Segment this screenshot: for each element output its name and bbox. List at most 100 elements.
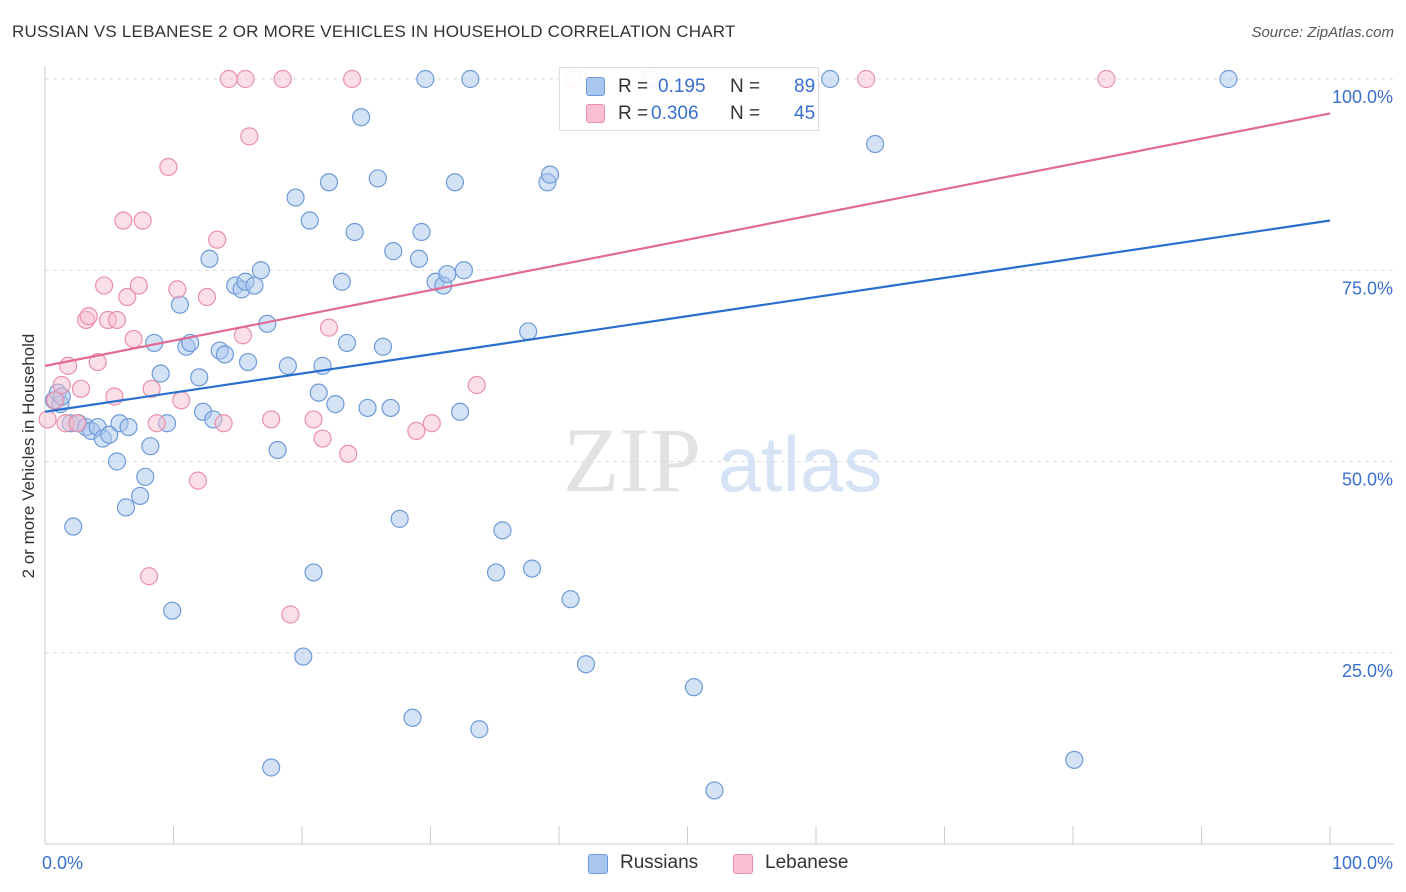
lebanese-point [71, 379, 91, 398]
lebanese-point [107, 310, 127, 330]
russians-point [1219, 69, 1238, 89]
x-tick-label: 0.0% [42, 853, 83, 873]
legend-n-label: N = [730, 76, 761, 97]
russians-point [540, 165, 560, 184]
russians-point [294, 647, 313, 666]
russians-point [278, 356, 297, 375]
russians-point [352, 108, 371, 127]
russians-point [119, 417, 138, 437]
russians-point [136, 467, 155, 486]
russians-swatch [586, 77, 605, 96]
lebanese-point [407, 421, 426, 440]
lebanese-point [214, 414, 233, 433]
lebanese-point [319, 318, 339, 337]
lebanese-point [281, 605, 300, 624]
russians-label: Russians [620, 852, 699, 873]
russians-point [332, 272, 351, 291]
y-axis-label: 2 or more Vehicles in Household [19, 334, 38, 579]
russians-point [151, 364, 170, 383]
russians-point [381, 398, 400, 418]
russians-point [403, 708, 422, 727]
chart-title: RUSSIAN VS LEBANESE 2 OR MORE VEHICLES I… [12, 22, 736, 41]
legend-r-label: R = [618, 103, 649, 124]
legend: R = 0.195 N = 89 R = 0.306 N = 45 [559, 67, 819, 131]
russians-point [493, 521, 512, 540]
russians-point [384, 242, 403, 261]
russians-point [519, 322, 538, 341]
russians-point [416, 69, 435, 89]
lebanese-point [313, 429, 332, 448]
tick-labels: 25.0% 50.0% 75.0% 100.0% 0.0% 100.0% [42, 87, 1393, 873]
lebanese-point [273, 69, 292, 89]
russians-point [866, 134, 885, 154]
legend-r-value: 0.306 [651, 103, 699, 124]
watermark-zip: ZIP [563, 409, 701, 511]
lebanese-point [79, 307, 98, 326]
russians-point [1065, 750, 1084, 769]
legend-r-value: 0.195 [658, 76, 706, 97]
russians-point [141, 437, 160, 456]
russians-point [107, 452, 127, 471]
russians-point [454, 261, 474, 280]
lebanese-point [240, 127, 259, 146]
lebanese-swatch [586, 104, 605, 123]
lebanese-point [343, 69, 362, 89]
russians-point [412, 222, 431, 242]
russians-point [445, 173, 465, 192]
russians-point [345, 222, 364, 242]
y-tick-label: 100.0% [1332, 87, 1393, 107]
lebanese-point [133, 211, 152, 230]
russians-point [268, 440, 287, 460]
lebanese-point [857, 69, 876, 89]
russians-point [373, 337, 393, 356]
russians-point [390, 509, 409, 528]
russians-point [576, 655, 596, 674]
russians-point [304, 563, 323, 582]
lebanese-point [168, 280, 187, 299]
russians-point [337, 333, 357, 353]
lebanese-point [114, 211, 133, 230]
lebanese-swatch [733, 854, 753, 874]
legend-n-value: 45 [794, 103, 816, 124]
lebanese-point [219, 69, 238, 89]
russians-point [116, 498, 136, 517]
lebanese-point [304, 410, 323, 429]
lebanese-point [142, 379, 161, 398]
lebanese-point [124, 330, 143, 349]
legend-n-label: N = [730, 103, 761, 124]
russians-point [486, 563, 506, 582]
lebanese-point [118, 287, 137, 307]
russians-point [100, 425, 119, 444]
russians-point [200, 249, 219, 268]
lebanese-point [159, 157, 178, 177]
russians-point [190, 368, 209, 387]
lebanese-point [188, 471, 208, 490]
russians-swatch [588, 854, 608, 874]
y-tick-label: 50.0% [1342, 470, 1393, 490]
russians-point [821, 69, 840, 89]
lebanese-point [139, 567, 159, 586]
lebanese-point [46, 391, 65, 410]
russians-point [358, 398, 377, 418]
legend-r-label: R = [618, 76, 649, 97]
russians-point [561, 590, 580, 609]
y-tick-label: 25.0% [1342, 661, 1393, 681]
x-tick-label: 100.0% [1332, 853, 1393, 873]
russians-point [130, 486, 150, 506]
russians-trend-line [44, 219, 1331, 413]
russians-point [215, 345, 234, 364]
russians-point [438, 264, 457, 284]
russians-point [245, 276, 264, 295]
russians-point [522, 559, 542, 578]
lebanese-label: Lebanese [765, 852, 849, 873]
source-label: Source: ZipAtlas.com [1251, 24, 1394, 41]
russians-point [326, 395, 345, 414]
axes [44, 66, 1394, 845]
russians-point [319, 173, 339, 192]
russians-point [450, 402, 470, 421]
russians-point [163, 601, 182, 620]
trend-lines [44, 112, 1331, 413]
russians-point [309, 383, 328, 402]
lebanese-point [38, 410, 57, 429]
